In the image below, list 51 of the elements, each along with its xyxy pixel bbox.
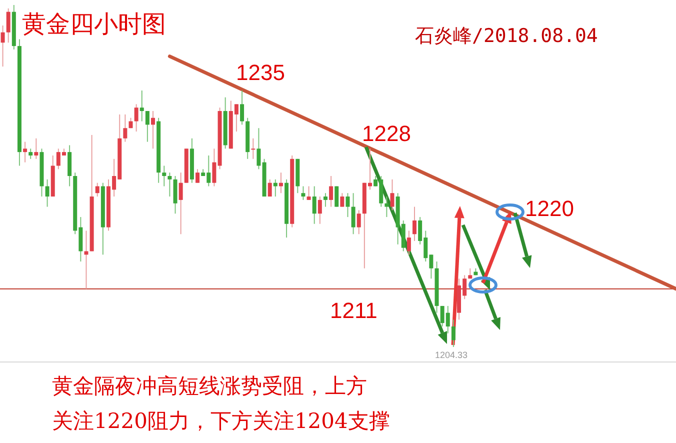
chart-title: 黄金四小时图 <box>22 10 166 38</box>
candlestick <box>306 186 311 200</box>
candlestick <box>268 178 272 198</box>
candlestick <box>340 192 344 208</box>
candlestick <box>390 178 394 211</box>
candlestick <box>23 141 28 163</box>
candlestick <box>406 230 411 256</box>
candlestick <box>168 172 172 198</box>
candlestick <box>329 176 334 208</box>
candlestick <box>256 128 261 170</box>
candlestick <box>173 176 178 214</box>
candlestick <box>95 182 100 198</box>
candlestick <box>351 192 356 235</box>
candlestick <box>356 210 361 235</box>
candlestick <box>0 25 5 68</box>
candlestick <box>318 196 322 224</box>
candlestick <box>278 172 283 194</box>
candlestick <box>251 138 256 160</box>
candlestick <box>273 178 278 198</box>
text: 1204.33 <box>435 350 468 360</box>
candlestick <box>145 110 150 142</box>
annotation: 1211 <box>330 298 378 323</box>
candlestick <box>6 8 10 44</box>
candlestick <box>212 148 216 187</box>
candlestick <box>240 90 244 126</box>
candlestick <box>346 192 350 218</box>
candlestick <box>134 104 138 132</box>
text: 黄金隔夜冲高短线涨势受阻，上方 <box>52 374 367 398</box>
candlestick <box>323 192 328 208</box>
candlestick <box>45 178 50 208</box>
candlestick <box>123 114 128 142</box>
candlestick <box>34 138 38 160</box>
candlestick <box>384 196 389 218</box>
candlestick <box>178 172 183 235</box>
annotation: 1220 <box>525 196 574 221</box>
candlestick <box>28 148 33 160</box>
candlestick <box>68 144 72 187</box>
candlestick <box>196 168 200 184</box>
candlestick <box>151 110 156 150</box>
annotation: 石炎峰/2018.08.04 <box>415 25 598 47</box>
annotation: 1235 <box>236 60 285 85</box>
annotation: 1228 <box>362 121 411 146</box>
candlestick <box>301 186 306 200</box>
candlestick <box>140 90 144 122</box>
text: 关注1220阻力，下方关注1204支撑 <box>52 409 390 433</box>
candlestick <box>84 230 88 290</box>
candlestick <box>312 186 316 224</box>
candlestick <box>412 206 416 242</box>
candlestick <box>334 186 339 208</box>
candlestick <box>162 165 166 187</box>
candlestick <box>451 319 456 348</box>
